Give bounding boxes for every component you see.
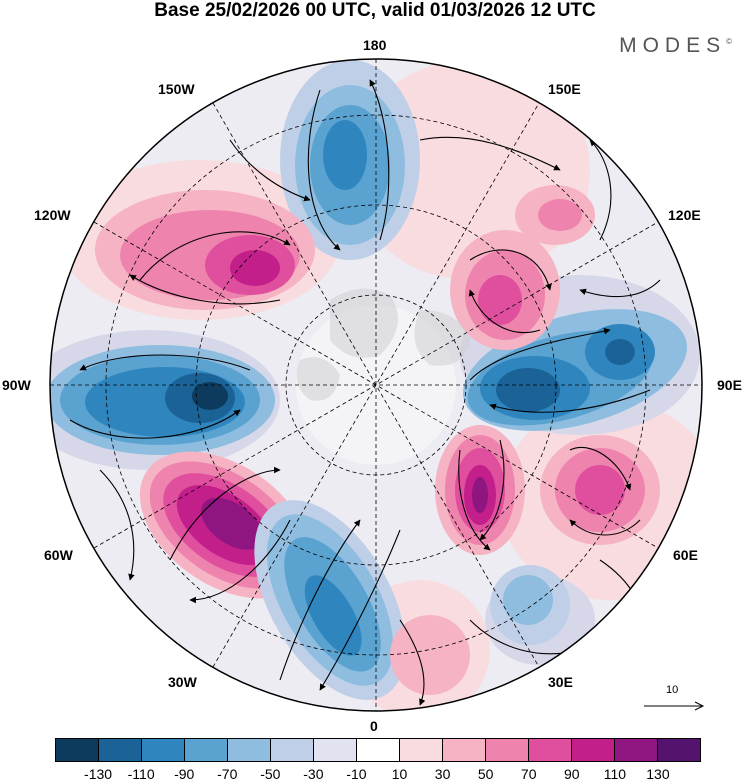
colorbar-tick-label: 70 — [520, 766, 537, 782]
colorbar-ticks: -130 -110 -90 -70 -50 -30 -10 10 30 50 70 90 110 130 — [55, 766, 701, 782]
colorbar-swatch — [572, 739, 615, 761]
colorbar — [55, 738, 701, 762]
lon-label-0: 0 — [370, 718, 378, 734]
colorbar-swatch — [56, 739, 99, 761]
lon-label-90w: 90W — [2, 377, 31, 393]
colorbar-tick-label: -50 — [260, 766, 281, 782]
colorbar-swatch — [271, 739, 314, 761]
colorbar-swatch — [228, 739, 271, 761]
anomaly-field — [50, 59, 702, 711]
map-boundary — [49, 58, 703, 712]
brand-logo: MODES© — [619, 34, 732, 58]
lon-label-180: 180 — [363, 37, 387, 53]
lon-label-30w: 30W — [168, 674, 197, 690]
anomaly-high-siberia — [450, 185, 595, 350]
colorbar-swatch — [142, 739, 185, 761]
lon-label-120w: 120W — [34, 207, 71, 223]
colorbar-tick-label: -30 — [303, 766, 324, 782]
anomaly-low-mideast — [490, 565, 570, 645]
colorbar-swatch — [486, 739, 529, 761]
colorbar-swatch — [99, 739, 142, 761]
colorbar-tick-label: -70 — [217, 766, 238, 782]
lon-label-30e: 30E — [548, 674, 573, 690]
brand-text: MODES — [619, 34, 727, 57]
colorbar-tick-label: 10 — [391, 766, 408, 782]
lon-label-150e: 150E — [548, 81, 581, 97]
lon-label-120e: 120E — [668, 207, 701, 223]
colorbar-tick-label: -90 — [174, 766, 195, 782]
brand-mark: © — [726, 37, 732, 46]
colorbar-swatch — [615, 739, 658, 761]
anomaly-low-america — [50, 345, 275, 455]
lon-label-90e: 90E — [717, 377, 742, 393]
colorbar-tick-label: 130 — [646, 766, 670, 782]
anomaly-high-urals — [435, 425, 525, 555]
colorbar-tick-label: 90 — [564, 766, 580, 782]
lon-label-60e: 60E — [673, 547, 698, 563]
map-title: Base 25/02/2026 00 UTC, valid 01/03/2026… — [154, 0, 596, 21]
colorbar-swatch — [314, 739, 357, 761]
colorbar-swatch — [357, 739, 400, 761]
anomaly-high-gulf — [95, 190, 315, 310]
anomaly-high-60e — [540, 435, 660, 545]
reference-vector-arrow — [644, 701, 705, 711]
colorbar-tick-label: -130 — [84, 766, 113, 782]
colorbar-swatch — [443, 739, 486, 761]
colorbar-tick-label: -10 — [346, 766, 367, 782]
graticule — [50, 59, 702, 711]
colorbar-swatch — [185, 739, 228, 761]
colorbar-swatch — [400, 739, 443, 761]
colorbar-swatch — [658, 739, 700, 761]
land-masses — [296, 288, 470, 401]
reference-vector-label: 10 — [666, 684, 679, 696]
lon-label-60w: 60W — [44, 547, 73, 563]
colorbar-tick-label: 50 — [477, 766, 494, 782]
colorbar-tick-label: 30 — [434, 766, 451, 782]
colorbar-tick-label: 110 — [603, 766, 627, 782]
colorbar-swatch — [529, 739, 572, 761]
anomaly-high-africa — [390, 615, 470, 695]
anomaly-low-atlantic — [254, 500, 406, 700]
streamlines — [69, 79, 661, 706]
lon-label-150w: 150W — [158, 81, 195, 97]
colorbar-tick-label: -110 — [127, 766, 155, 782]
